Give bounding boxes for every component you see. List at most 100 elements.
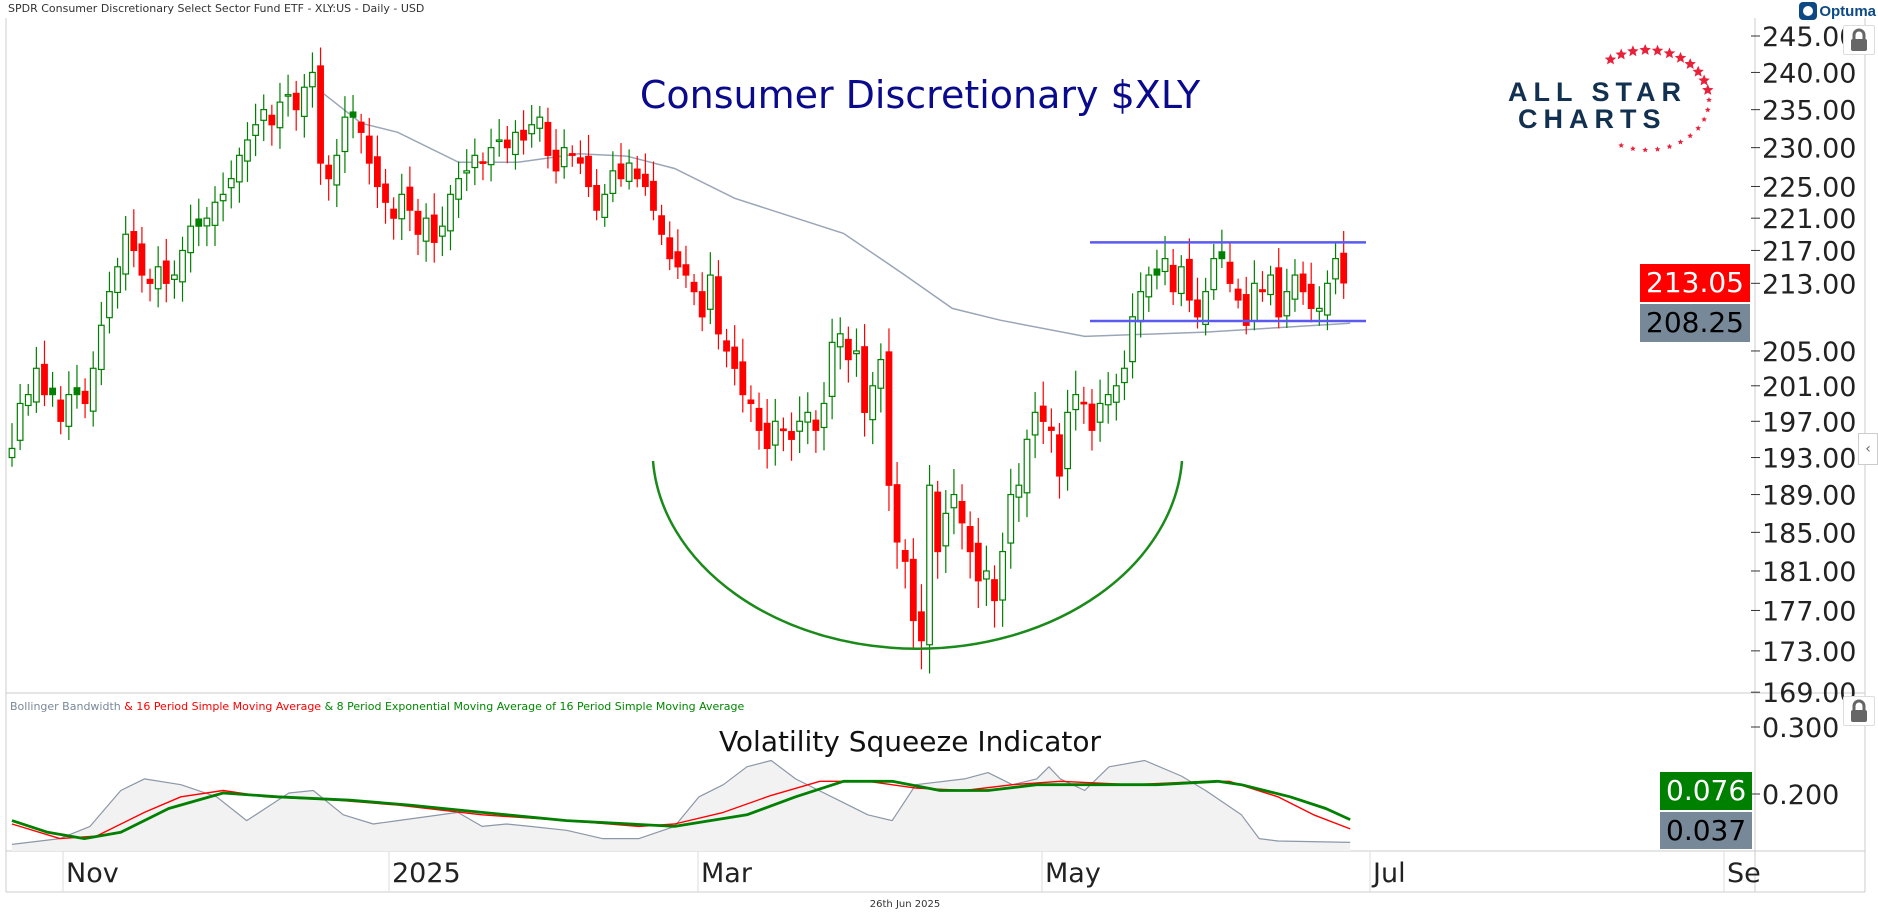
candle[interactable]: [187, 204, 195, 273]
candle[interactable]: [747, 385, 755, 423]
candle[interactable]: [723, 328, 730, 368]
candle[interactable]: [179, 236, 186, 302]
candle[interactable]: [576, 140, 584, 175]
candle[interactable]: [81, 378, 89, 419]
candle[interactable]: [861, 324, 868, 437]
candle[interactable]: [739, 338, 747, 413]
candle[interactable]: [512, 120, 519, 170]
candle[interactable]: [106, 271, 113, 334]
candle[interactable]: [1112, 373, 1120, 421]
candle[interactable]: [1153, 249, 1161, 290]
candle[interactable]: [763, 399, 771, 469]
candle[interactable]: [235, 147, 243, 203]
cup-pattern-arc[interactable]: [651, 460, 1184, 650]
candle[interactable]: [146, 268, 154, 302]
candle[interactable]: [674, 229, 682, 279]
candle[interactable]: [658, 204, 665, 246]
candle[interactable]: [24, 384, 32, 416]
candle[interactable]: [374, 135, 381, 208]
candle[interactable]: [601, 184, 609, 227]
candle[interactable]: [8, 423, 16, 467]
candle[interactable]: [1315, 286, 1323, 326]
candle[interactable]: [828, 318, 836, 420]
candle[interactable]: [1267, 265, 1275, 306]
candle[interactable]: [1137, 272, 1145, 338]
candle[interactable]: [625, 149, 633, 190]
candle[interactable]: [130, 209, 138, 268]
candle[interactable]: [593, 169, 601, 221]
candle[interactable]: [934, 480, 942, 579]
candle[interactable]: [365, 117, 373, 185]
candle[interactable]: [715, 260, 722, 350]
candle[interactable]: [520, 110, 527, 155]
candle[interactable]: [1023, 429, 1031, 518]
candle[interactable]: [162, 238, 170, 303]
candle[interactable]: [503, 125, 511, 164]
candle[interactable]: [1185, 238, 1193, 313]
candle[interactable]: [771, 398, 779, 466]
candle[interactable]: [438, 206, 446, 257]
candle[interactable]: [844, 326, 852, 383]
candle[interactable]: [341, 96, 349, 174]
candle[interactable]: [779, 417, 787, 452]
candle[interactable]: [333, 138, 341, 208]
candle[interactable]: [154, 246, 162, 308]
candle[interactable]: [1145, 266, 1153, 312]
candle[interactable]: [1104, 372, 1112, 424]
candle[interactable]: [455, 161, 462, 218]
candle[interactable]: [1299, 261, 1307, 305]
candle[interactable]: [430, 193, 438, 263]
candle[interactable]: [1121, 350, 1128, 401]
candle[interactable]: [1226, 241, 1234, 293]
candle[interactable]: [1129, 293, 1136, 379]
candle[interactable]: [65, 371, 73, 440]
candle[interactable]: [1210, 243, 1218, 300]
candle[interactable]: [609, 151, 617, 203]
candle[interactable]: [390, 197, 398, 240]
candle[interactable]: [495, 119, 503, 157]
candle[interactable]: [1242, 276, 1250, 335]
candle[interactable]: [211, 186, 219, 246]
candle[interactable]: [633, 155, 641, 188]
candle[interactable]: [788, 412, 795, 461]
candle[interactable]: [227, 160, 235, 209]
candle[interactable]: [479, 152, 487, 181]
candle[interactable]: [966, 511, 974, 579]
candle[interactable]: [909, 538, 917, 649]
candle[interactable]: [804, 392, 812, 445]
candle[interactable]: [1039, 381, 1047, 445]
candle[interactable]: [820, 382, 828, 451]
candle[interactable]: [203, 207, 211, 247]
candle[interactable]: [1169, 248, 1177, 305]
candle[interactable]: [357, 113, 365, 154]
candle[interactable]: [974, 517, 982, 608]
candle[interactable]: [755, 392, 763, 450]
candle[interactable]: [893, 462, 901, 569]
candle[interactable]: [171, 260, 178, 299]
candle[interactable]: [731, 325, 739, 386]
candle[interactable]: [463, 149, 471, 191]
candle[interactable]: [252, 103, 260, 157]
candle[interactable]: [552, 129, 560, 184]
candle[interactable]: [300, 74, 308, 138]
candle[interactable]: [1291, 259, 1299, 312]
candle[interactable]: [982, 545, 990, 606]
candle[interactable]: [869, 371, 877, 445]
candle[interactable]: [1283, 268, 1291, 329]
candle[interactable]: [309, 52, 316, 108]
candle[interactable]: [1056, 423, 1063, 499]
candle[interactable]: [41, 340, 48, 407]
candle[interactable]: [1031, 392, 1039, 459]
candle[interactable]: [317, 47, 324, 185]
candle[interactable]: [16, 384, 24, 451]
candle[interactable]: [1202, 277, 1210, 336]
candle[interactable]: [406, 166, 414, 232]
candle[interactable]: [1007, 468, 1015, 569]
candle[interactable]: [1307, 262, 1315, 323]
candle[interactable]: [268, 104, 276, 146]
candle[interactable]: [1072, 370, 1080, 431]
candle[interactable]: [276, 82, 284, 149]
candle[interactable]: [918, 584, 925, 670]
candle[interactable]: [97, 301, 105, 386]
candle[interactable]: [690, 274, 698, 306]
